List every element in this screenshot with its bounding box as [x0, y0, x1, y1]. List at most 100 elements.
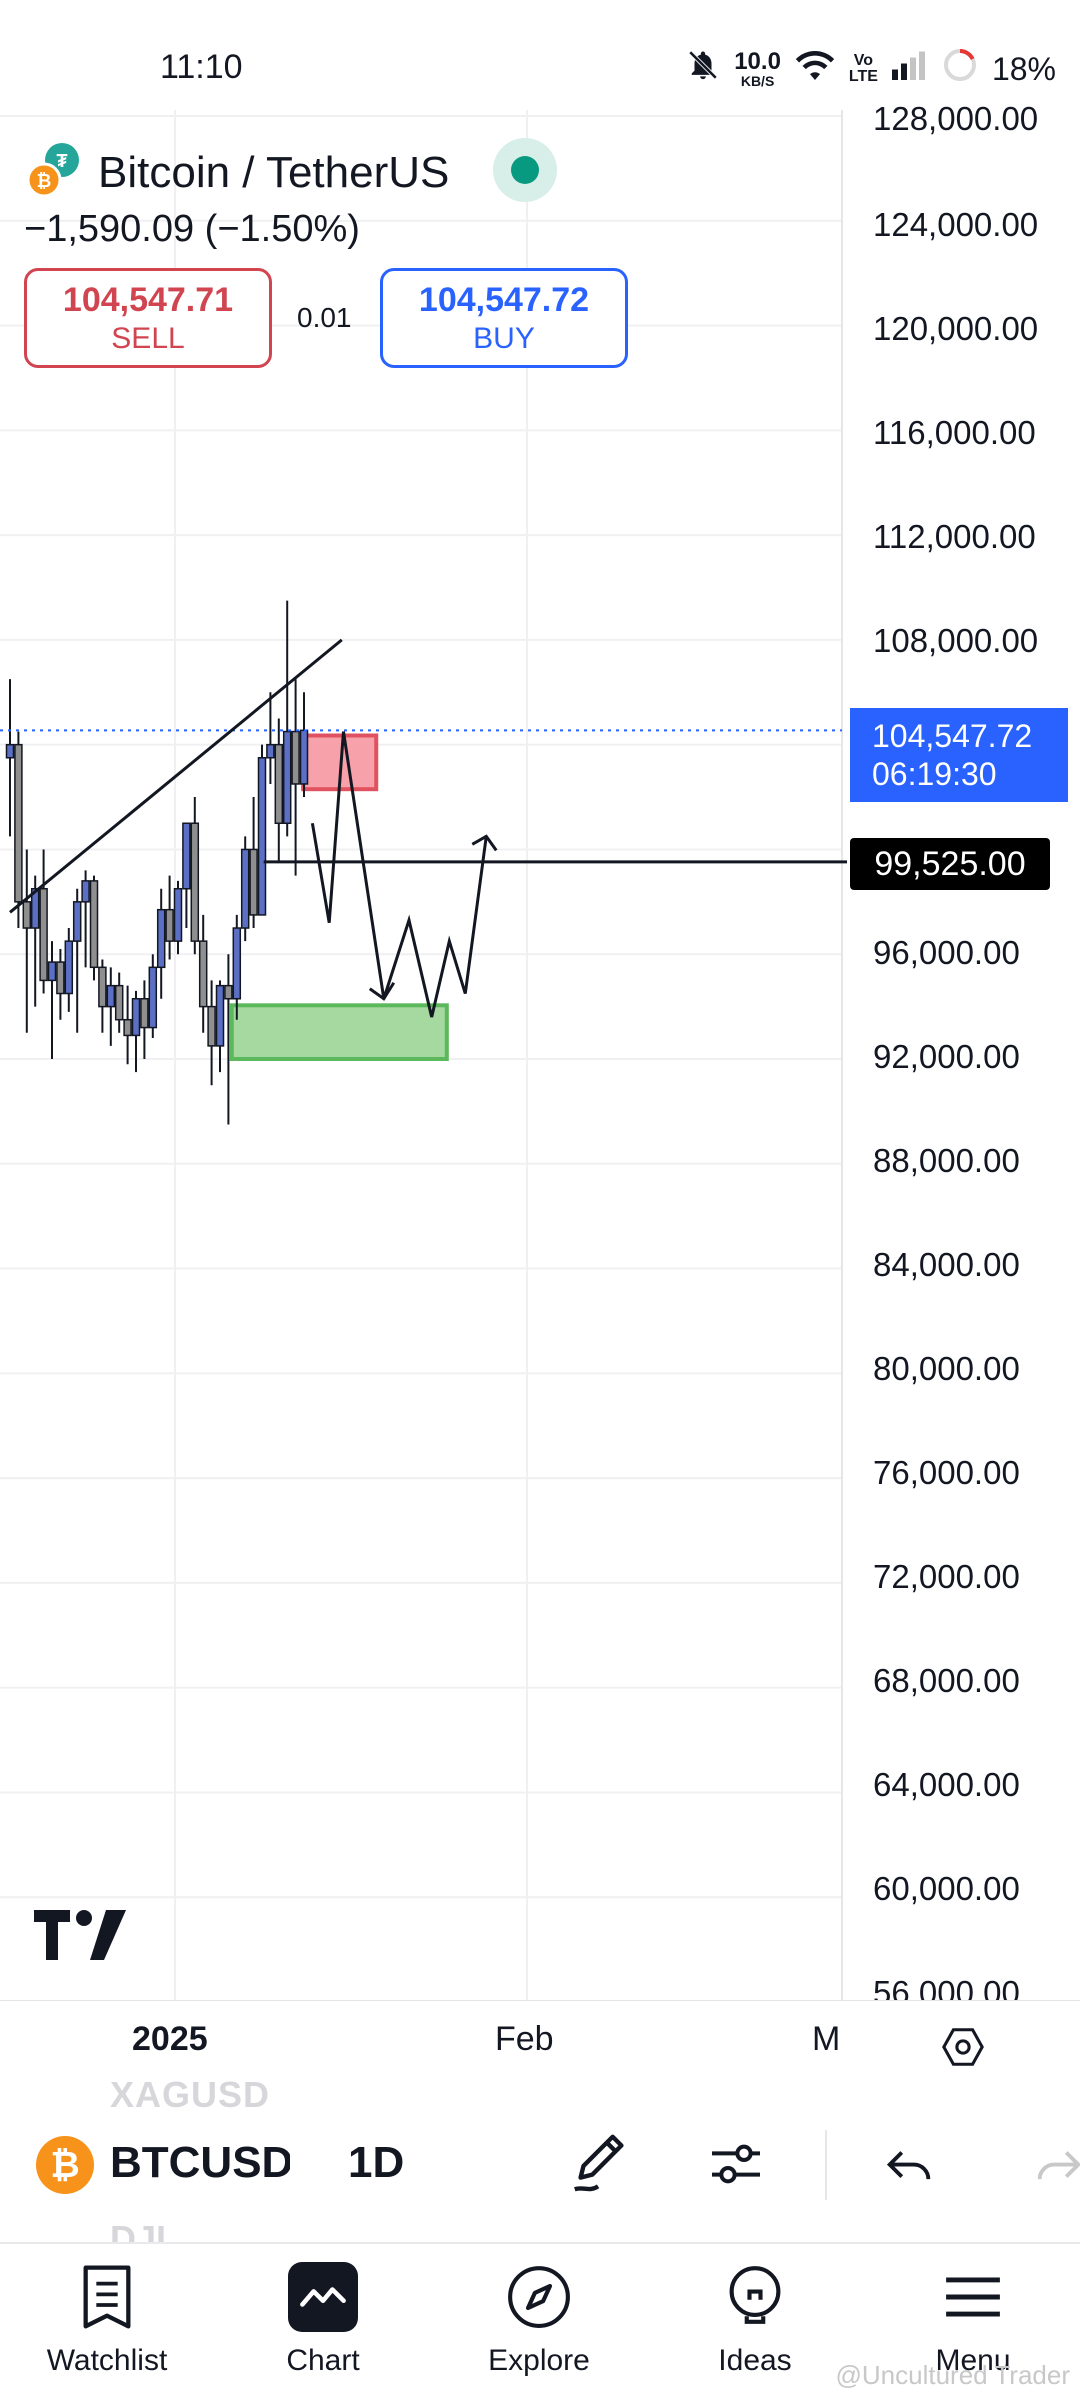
horizontal-line-price-tag: 99,525.00 [850, 838, 1050, 890]
candle-layer [5, 600, 309, 1125]
candle-body [30, 887, 40, 929]
bell-off-icon [686, 48, 720, 90]
projection-path [310, 731, 488, 1018]
volte-top: Vo [853, 52, 874, 69]
candle-body [39, 887, 48, 982]
candle-body [148, 966, 158, 1029]
candle-body [240, 848, 250, 929]
wifi-icon [795, 49, 835, 89]
candle-body [291, 730, 300, 785]
sell-button[interactable]: 104,547.71 SELL [24, 268, 272, 368]
price-chart[interactable] [0, 110, 1080, 2000]
candle-body [266, 743, 275, 759]
settings-hexagon-icon[interactable] [940, 2024, 986, 2075]
nav-ideas[interactable]: Ideas [655, 2262, 855, 2378]
candle-body [207, 1005, 216, 1047]
candle-body [182, 822, 191, 890]
price-axis-label: 60,000.00 [873, 1870, 1020, 1907]
buy-button[interactable]: 104,547.72 BUY [380, 268, 628, 368]
status-icons: 10.0 KB/S Vo LTE 18% [686, 44, 1056, 94]
price-axis-label: 88,000.00 [873, 1142, 1020, 1179]
chart-icon [288, 2262, 358, 2332]
nav-chart[interactable]: Chart [223, 2262, 423, 2378]
nav-label: Chart [286, 2344, 360, 2377]
chart-grid [0, 110, 843, 2000]
compass-icon [504, 2262, 574, 2332]
candle-body [5, 743, 15, 759]
candle-body [274, 743, 284, 825]
time-axis-label: M [812, 2020, 840, 2058]
nav-label: Explore [488, 2344, 590, 2377]
price-axis-label: 64,000.00 [873, 1766, 1020, 1803]
bitcoin-icon: ₿ [36, 2136, 94, 2194]
net-speed-unit: KB/S [740, 73, 775, 89]
candle-body [114, 984, 124, 1021]
candle-body [89, 880, 99, 969]
arrowhead [471, 834, 498, 852]
symbol-picker-prev[interactable]: XAGUSD [110, 2074, 271, 2115]
candle-body [224, 984, 233, 1000]
price-axis-label: 84,000.00 [873, 1246, 1020, 1283]
volte-bottom: LTE [848, 68, 878, 85]
candle-body [215, 984, 225, 1047]
nav-menu[interactable]: Menu [873, 2262, 1073, 2378]
buy-price: 104,547.72 [418, 280, 590, 319]
volte-indicator: Vo LTE [849, 53, 878, 85]
battery-icon [942, 47, 978, 91]
nav-label: Ideas [718, 2344, 792, 2377]
trendline [9, 638, 343, 914]
price-change: −1,590.09 (−1.50%) [24, 208, 360, 250]
nav-watchlist[interactable]: Watchlist [7, 2262, 207, 2378]
nav-explore[interactable]: Explore [439, 2262, 639, 2378]
candle-body [72, 901, 82, 942]
watchlist-icon [72, 2262, 142, 2332]
arrowhead [368, 981, 396, 1001]
price-axis-label: 124,000.00 [873, 206, 1039, 243]
price-axis-label: 56,000.00 [873, 1974, 1020, 2000]
current-price: 104,547.72 [872, 717, 1033, 754]
battery-percent: 18% [991, 50, 1056, 87]
drawing-layer [0, 638, 847, 1018]
status-time: 11:10 [160, 48, 243, 86]
indicator-settings-icon[interactable] [704, 2132, 768, 2201]
svg-text:₿: ₿ [37, 171, 52, 191]
candle-body [123, 1018, 132, 1037]
time-axis[interactable] [0, 2000, 1080, 2091]
candle-body [47, 961, 57, 982]
market-open-indicator-icon [493, 138, 558, 207]
candle-body [81, 880, 90, 903]
sell-label: SELL [111, 321, 185, 355]
symbol-picker-next[interactable]: DJI [110, 2218, 167, 2242]
symbol-header[interactable]: ₮ ₿ Bitcoin / TetherUS [24, 138, 558, 207]
candle-body [257, 757, 267, 916]
price-axis-label: 96,000.00 [873, 934, 1020, 971]
undo-icon[interactable] [880, 2138, 938, 2201]
watermark: @Uncultured Trader [835, 2360, 1071, 2390]
price-axis-label: 116,000.00 [873, 414, 1036, 451]
price-axis-label: 72,000.00 [873, 1558, 1020, 1595]
time-axis-label: Feb [495, 2020, 554, 2058]
price-axis-label: 112,000.00 [873, 518, 1036, 555]
tradingview-logo [34, 1910, 126, 1965]
candle-body [232, 927, 242, 1000]
symbol-picker[interactable]: BTCUSDT [110, 2138, 290, 2187]
bar-countdown: 06:19:30 [872, 756, 997, 792]
candle-body [14, 743, 23, 903]
price-axis-label: 108,000.00 [873, 622, 1039, 659]
symbol-name[interactable]: Bitcoin / TetherUS [98, 147, 450, 197]
spread-value: 0.01 [297, 302, 352, 333]
interval-picker[interactable]: 1D [348, 2138, 405, 2187]
redo-icon[interactable] [1030, 2138, 1080, 2201]
price-axis-label: 80,000.00 [873, 1350, 1020, 1387]
net-speed-value: 10.0 [734, 48, 781, 75]
pencil-drawing-icon[interactable] [566, 2128, 636, 2203]
candle-body [299, 729, 309, 785]
candle-body [64, 940, 74, 995]
toolbar-divider [825, 2130, 827, 2200]
candle-body [190, 822, 200, 942]
price-axis-label: 92,000.00 [873, 1038, 1020, 1075]
price-axis-label: 128,000.00 [873, 100, 1039, 137]
candle-body [249, 848, 258, 916]
nav-label: Watchlist [46, 2344, 168, 2377]
lightbulb-icon [720, 2262, 790, 2332]
